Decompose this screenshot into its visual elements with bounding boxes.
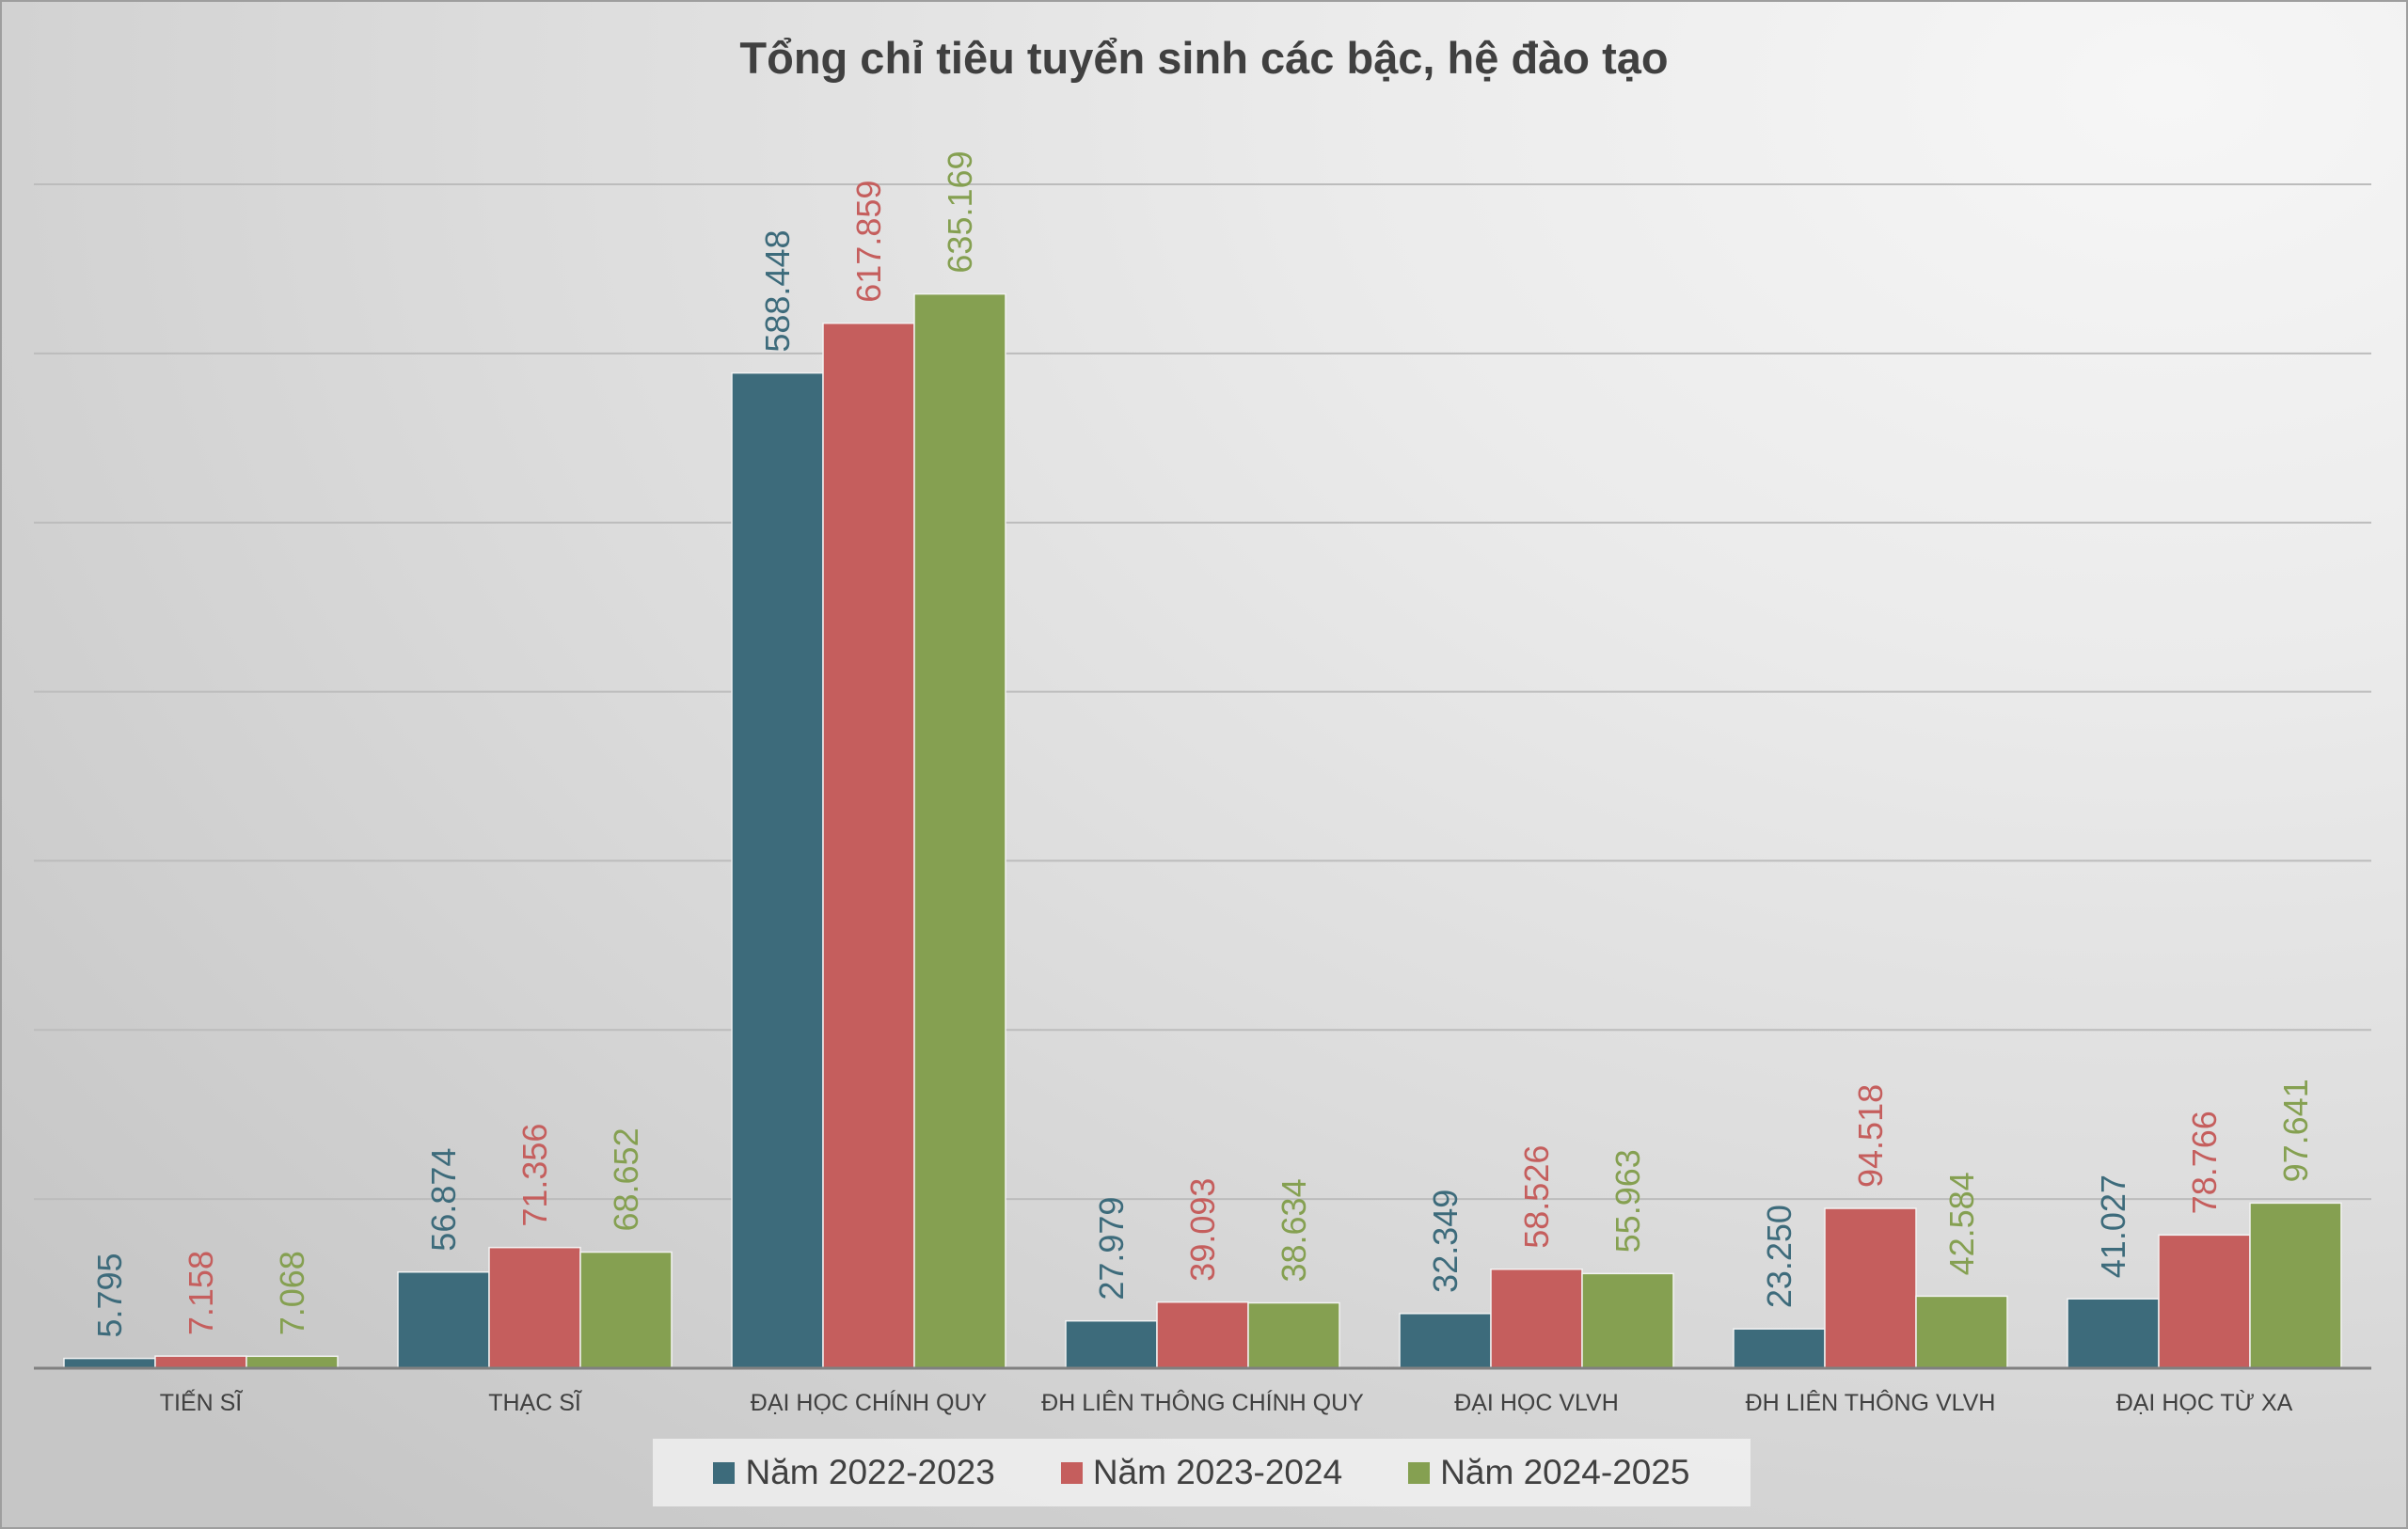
legend-label: Năm 2022-2023 bbox=[745, 1453, 995, 1491]
data-label: 32.349 bbox=[1426, 1190, 1465, 1293]
data-label: 23.250 bbox=[1760, 1205, 1798, 1308]
x-tick-label: ĐẠI HỌC TỪ XA bbox=[2116, 1389, 2293, 1416]
bar-series3-cat3 bbox=[913, 292, 1006, 1369]
data-label: 58.526 bbox=[1517, 1145, 1556, 1249]
bar-series2-cat1 bbox=[154, 1355, 247, 1369]
legend-label: Năm 2023-2024 bbox=[1092, 1453, 1343, 1491]
data-label: 5.795 bbox=[90, 1253, 129, 1337]
bar-series3-cat4 bbox=[1247, 1301, 1340, 1369]
bar-series3-cat5 bbox=[1581, 1272, 1674, 1369]
data-label: 38.634 bbox=[1275, 1178, 1313, 1282]
legend-swatch bbox=[1408, 1461, 1431, 1484]
data-label: 27.979 bbox=[1092, 1197, 1131, 1300]
gridlines bbox=[34, 183, 2371, 1201]
bars bbox=[63, 292, 2342, 1369]
data-label: 617.859 bbox=[849, 181, 888, 303]
bar-series1-cat3 bbox=[731, 371, 824, 1369]
data-label: 97.641 bbox=[2276, 1079, 2315, 1182]
legend-swatch bbox=[1060, 1461, 1083, 1484]
bar-series2-cat4 bbox=[1156, 1300, 1249, 1369]
legend-item: Năm 2024-2025 bbox=[1408, 1453, 1690, 1492]
data-label: 42.584 bbox=[1942, 1172, 1981, 1275]
data-label: 635.169 bbox=[941, 150, 979, 273]
x-tick-label: ĐH LIÊN THÔNG CHÍNH QUY bbox=[1041, 1389, 1364, 1416]
legend-item: Năm 2023-2024 bbox=[1060, 1453, 1343, 1492]
x-tick-label: ĐH LIÊN THÔNG VLVH bbox=[1746, 1389, 1996, 1416]
data-label: 94.518 bbox=[1851, 1084, 1890, 1188]
legend: Năm 2022-2023 Năm 2023-2024 Năm 2024-202… bbox=[653, 1439, 1751, 1506]
bar-series2-cat2 bbox=[488, 1246, 581, 1369]
bar-series1-cat6 bbox=[1733, 1328, 1826, 1369]
bar-series1-cat1 bbox=[63, 1357, 156, 1369]
bar-series2-cat5 bbox=[1490, 1268, 1583, 1369]
data-labels: 5.795 7.158 7.068 56.874 71.356 68.652 588.448… bbox=[90, 150, 2315, 1337]
legend-swatch bbox=[713, 1461, 736, 1484]
bar-series3-cat1 bbox=[246, 1355, 339, 1369]
data-label: 56.874 bbox=[424, 1148, 463, 1252]
x-tick-label: ĐẠI HỌC CHÍNH QUY bbox=[751, 1389, 988, 1416]
x-tick-label: THẠC SĨ bbox=[488, 1389, 582, 1416]
data-label: 7.068 bbox=[273, 1251, 311, 1335]
bar-series2-cat6 bbox=[1824, 1207, 1917, 1369]
x-tick-labels: TIẾN SĨ THẠC SĨ ĐẠI HỌC CHÍNH QUY ĐH LIÊN T… bbox=[160, 1389, 2293, 1416]
data-label: 68.652 bbox=[607, 1127, 645, 1231]
bar-series1-cat7 bbox=[2067, 1298, 2160, 1369]
data-label: 55.963 bbox=[1608, 1149, 1647, 1253]
bar-series1-cat5 bbox=[1399, 1313, 1492, 1369]
legend-label: Năm 2024-2025 bbox=[1440, 1453, 1690, 1491]
x-tick-label: ĐẠI HỌC VLVH bbox=[1454, 1390, 1619, 1416]
legend-item: Năm 2022-2023 bbox=[713, 1453, 995, 1492]
bar-series2-cat7 bbox=[2158, 1234, 2251, 1369]
bar-series1-cat4 bbox=[1065, 1319, 1158, 1369]
data-label: 588.448 bbox=[758, 229, 797, 352]
bar-series2-cat3 bbox=[822, 322, 915, 1369]
bar-series3-cat7 bbox=[2249, 1202, 2342, 1369]
x-tick-label: TIẾN SĨ bbox=[160, 1389, 244, 1416]
data-label: 71.356 bbox=[515, 1124, 554, 1227]
data-label: 7.158 bbox=[182, 1251, 220, 1335]
data-label: 41.027 bbox=[2094, 1174, 2132, 1278]
bar-series3-cat2 bbox=[579, 1251, 673, 1369]
data-label: 39.093 bbox=[1183, 1178, 1222, 1282]
bar-series1-cat2 bbox=[397, 1270, 490, 1369]
bar-series3-cat6 bbox=[1915, 1295, 2008, 1369]
data-label: 78.766 bbox=[2185, 1111, 2224, 1214]
chart-title: Tổng chỉ tiêu tuyển sinh các bậc, hệ đào… bbox=[739, 33, 1669, 83]
